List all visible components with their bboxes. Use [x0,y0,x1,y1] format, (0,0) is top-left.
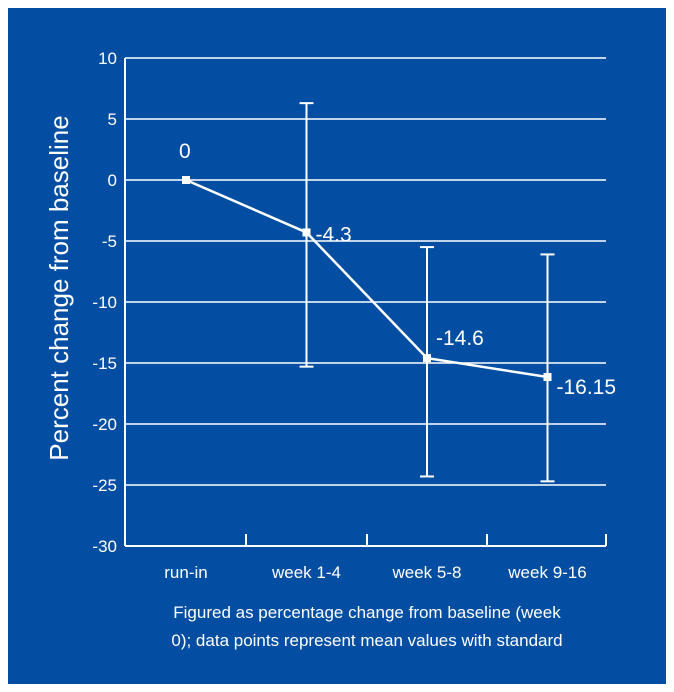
x-tick-label: week 5-8 [392,563,462,582]
y-tick-label: -10 [92,293,117,312]
y-tick-label: -30 [92,537,117,556]
y-tick-label: -15 [92,354,117,373]
y-tick-label: 0 [108,171,117,190]
series-line [182,176,552,382]
x-tick-label: run-in [164,563,207,582]
x-tick-labels: run-in week 1-4 week 5-8 week 9-16 [164,563,586,582]
gridlines [125,57,606,486]
y-tick-label: -20 [92,415,117,434]
data-label: -14.6 [436,327,484,350]
data-point [543,373,552,382]
data-labels: 0 -4.3 -14.6 -16.15 [179,140,616,399]
data-point [423,354,431,363]
y-tick-label: 10 [98,49,117,68]
chart-panel: 10 5 0 -5 -10 -15 -20 -25 -30 run-in week 1-4 week… [8,8,666,684]
data-label: -4.3 [316,223,352,246]
series-line-path [185,178,548,379]
data-point [182,176,190,184]
y-tick-label: 5 [108,110,117,129]
x-tick-label: week 1-4 [271,563,341,582]
y-axis-label: Percent change from baseline [44,115,74,460]
data-point [302,228,311,237]
x-tick-label: week 9-16 [507,563,586,582]
caption-line-2: 0); data points represent mean values wi… [171,631,562,650]
data-label: -16.15 [557,376,617,399]
data-label: 0 [179,140,191,163]
axes [124,58,607,547]
y-tick-label: -25 [92,476,117,495]
y-tick-labels: 10 5 0 -5 -10 -15 -20 -25 -30 [92,49,117,556]
line-chart: 10 5 0 -5 -10 -15 -20 -25 -30 run-in week 1-4 week… [44,49,616,650]
y-tick-label: -5 [102,232,117,251]
caption-line-1: Figured as percentage change from baseli… [173,603,561,622]
